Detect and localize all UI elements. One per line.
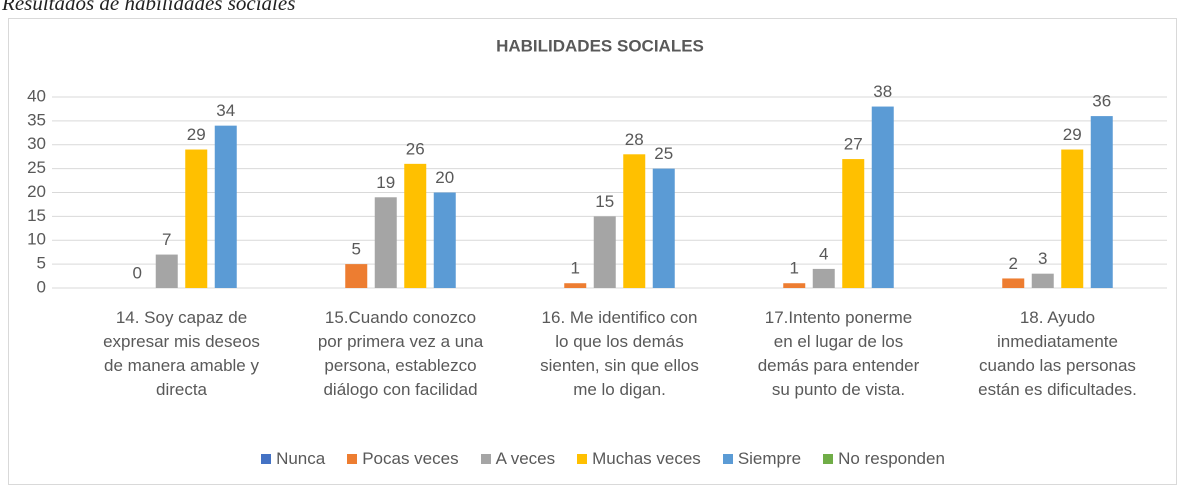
bar (871, 106, 894, 288)
data-label: 29 (187, 125, 206, 144)
legend-item: Nunca (261, 449, 325, 469)
legend-label: Nunca (276, 449, 326, 468)
bar (593, 216, 616, 288)
y-tick-label: 10 (27, 230, 46, 249)
legend-item: Pocas veces (347, 449, 459, 469)
data-label: 27 (844, 135, 863, 154)
bar (214, 125, 237, 289)
data-label: 38 (873, 82, 892, 101)
bar (155, 254, 178, 288)
legend-swatch (480, 454, 491, 464)
y-tick-label: 30 (27, 134, 46, 153)
bar (404, 163, 427, 288)
data-label: 1 (571, 259, 580, 278)
data-label: 3 (1038, 249, 1047, 268)
y-tick-label: 40 (27, 86, 46, 105)
data-label: 20 (435, 168, 454, 187)
legend-swatch (347, 454, 358, 464)
bar (185, 149, 208, 288)
y-tick-label: 20 (27, 182, 46, 201)
x-tick-label: 15.Cuando conozco por primera vez a una … (317, 308, 484, 399)
legend-item: Muchas veces (577, 449, 701, 469)
legend: Nunca Pocas veces A veces Muchas veces Siemp… (8, 449, 1185, 469)
legend-label: Pocas veces (362, 449, 459, 468)
bar (842, 159, 865, 288)
data-label: 4 (819, 244, 828, 263)
bar (1031, 273, 1054, 288)
legend-swatch (261, 454, 272, 464)
x-tick-label: 14. Soy capaz de expresar mis deseos de … (103, 308, 260, 399)
data-label: 25 (654, 144, 673, 163)
bar (564, 283, 587, 288)
bar (374, 197, 397, 288)
data-label: 0 (133, 263, 142, 282)
legend-item: No responden (823, 449, 945, 469)
legend-item: A veces (480, 449, 556, 469)
data-label: 29 (1063, 125, 1082, 144)
y-tick-label: 15 (27, 206, 46, 225)
bar (345, 264, 368, 288)
chart-frame (8, 18, 1177, 485)
y-tick-label: 25 (27, 158, 46, 177)
legend-label: Siempre (737, 449, 802, 468)
legend-swatch (577, 454, 588, 464)
data-label: 7 (162, 230, 171, 249)
bar (433, 192, 456, 288)
bar (1090, 116, 1113, 288)
data-label: 5 (352, 240, 361, 259)
legend-item: Siempre (722, 449, 802, 469)
bar (812, 268, 835, 288)
y-tick-label: 0 (37, 277, 46, 296)
legend-label: No responden (838, 449, 945, 468)
data-label: 19 (376, 173, 395, 192)
heading: Resultados de habilidades sociales (2, 0, 296, 15)
data-label: 2 (1009, 254, 1018, 273)
data-label: 34 (216, 101, 235, 120)
y-tick-label: 5 (37, 254, 46, 273)
data-label: 15 (595, 192, 614, 211)
legend-label: A veces (495, 449, 556, 468)
legend-swatch (823, 454, 834, 464)
bar (783, 283, 806, 288)
x-tick-label: 16. Me identifico con lo que los demás s… (540, 308, 699, 399)
y-tick-label: 35 (27, 110, 46, 129)
legend-label: Muchas veces (592, 449, 701, 468)
bar (1002, 278, 1025, 288)
chart-title: HABILIDADES SOCIALES (496, 36, 704, 55)
legend-swatch (722, 454, 733, 464)
data-label: 36 (1092, 92, 1111, 111)
bar (652, 168, 675, 288)
data-label: 26 (406, 139, 425, 158)
x-tick-label: 17.Intento ponerme en el lugar de los de… (757, 308, 920, 399)
bar (1061, 149, 1084, 288)
data-label: 1 (790, 259, 799, 278)
bar (623, 154, 646, 288)
data-label: 28 (625, 130, 644, 149)
x-tick-label: 18. Ayudo inmediatamente cuando las pers… (978, 308, 1137, 399)
